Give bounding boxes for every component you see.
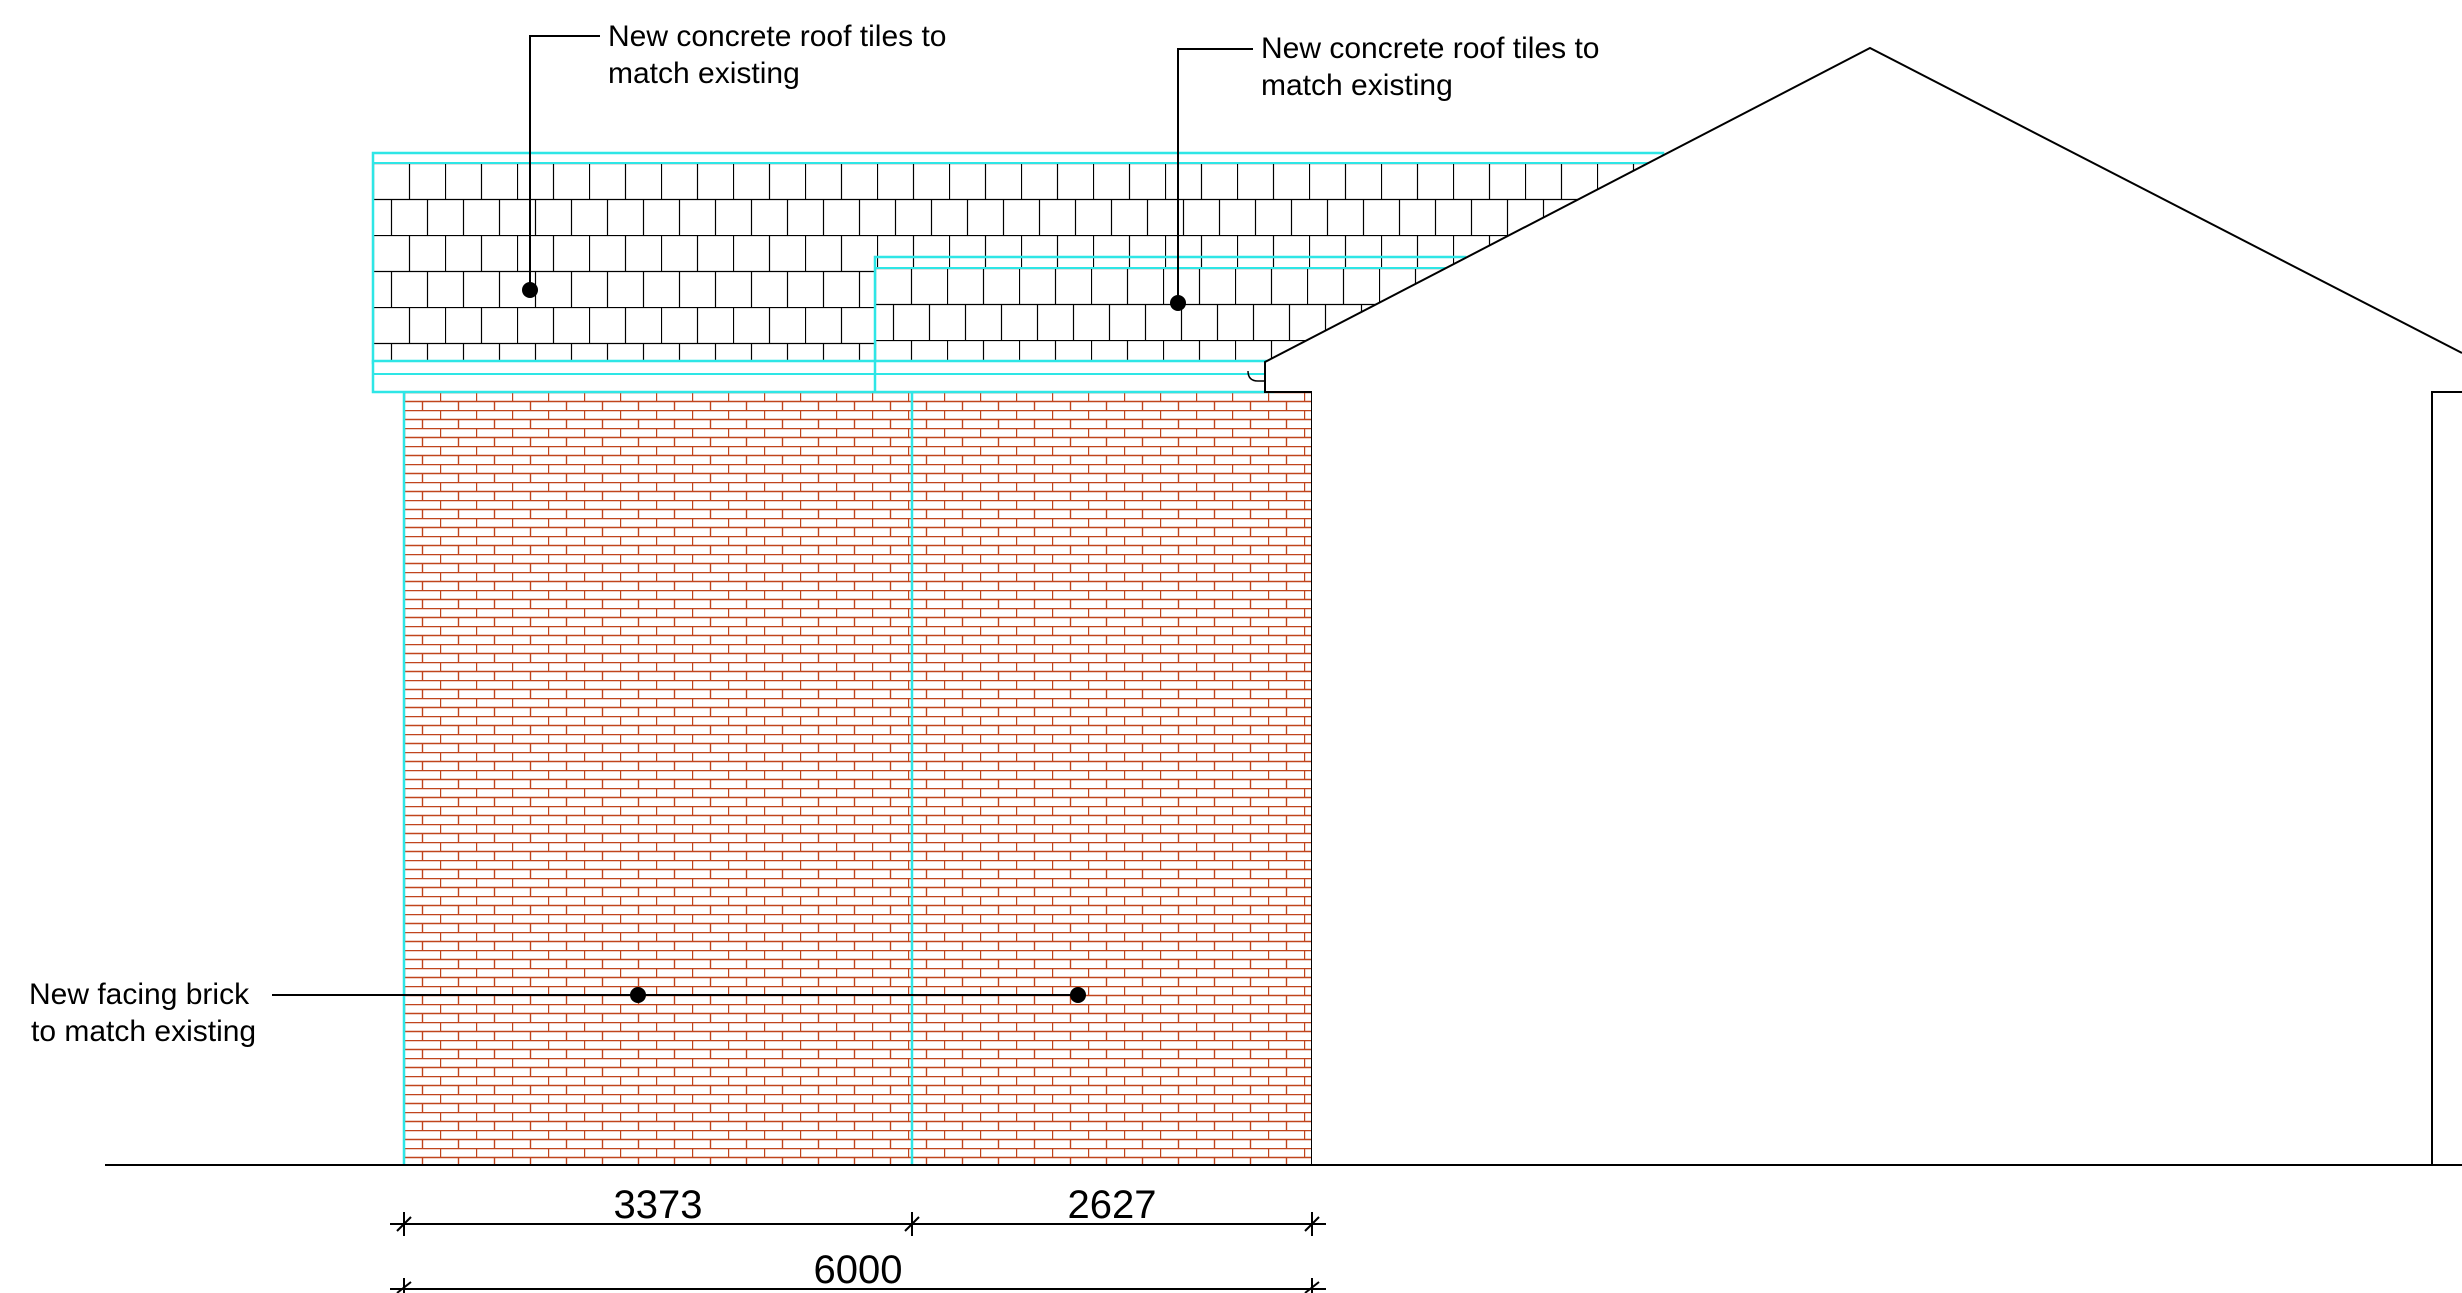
roof-note-left-line2: match existing <box>608 57 800 90</box>
dimension-row-2 <box>390 1278 1326 1293</box>
leader-roof-left <box>529 35 600 290</box>
brick-note-line1: New facing brick <box>29 978 250 1011</box>
leader-dot-brick-1 <box>630 987 646 1003</box>
existing-building <box>1265 48 2462 1165</box>
eaves-fascia <box>371 359 1275 394</box>
dimension-left: 3373 <box>614 1183 703 1227</box>
roof-note-right-line2: match existing <box>1261 69 1453 102</box>
brick-note-line2: to match existing <box>31 1015 256 1048</box>
leader-dot-roof-right <box>1170 295 1186 311</box>
leader-dot-brick-2 <box>1070 987 1086 1003</box>
dimension-row-1 <box>390 1212 1326 1236</box>
leader-roof-right <box>1177 48 1253 303</box>
brick-wall <box>404 392 1312 1165</box>
dimension-right: 2627 <box>1068 1183 1157 1227</box>
leader-dot-roof-left <box>522 282 538 298</box>
roof-note-right-line1: New concrete roof tiles to <box>1261 32 1599 65</box>
existing-roof-line <box>1264 46 2462 393</box>
roof-note-left-line1: New concrete roof tiles to <box>608 20 946 53</box>
gutter-detail <box>1247 370 1273 382</box>
existing-side-wall <box>2431 391 2462 1165</box>
dimension-overall: 6000 <box>814 1248 903 1292</box>
